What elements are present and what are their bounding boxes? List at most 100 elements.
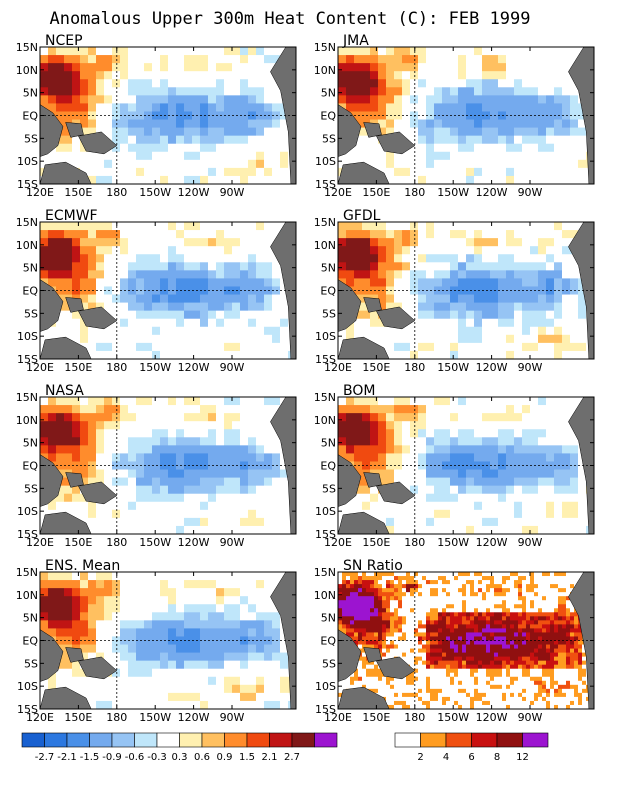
cell xyxy=(248,477,257,487)
cell xyxy=(530,230,539,239)
cell xyxy=(200,604,209,613)
cell xyxy=(458,294,467,304)
cell xyxy=(434,326,443,336)
cell xyxy=(248,318,257,328)
cell xyxy=(128,421,137,430)
cell xyxy=(562,238,571,247)
cell xyxy=(426,485,435,495)
cell xyxy=(346,588,351,593)
cell xyxy=(430,592,435,597)
cell xyxy=(410,624,415,630)
cell xyxy=(458,632,463,638)
cell xyxy=(398,584,403,589)
cell xyxy=(264,175,273,184)
cell xyxy=(216,596,225,605)
cell xyxy=(422,592,427,597)
cell xyxy=(208,318,217,328)
cell xyxy=(466,143,475,153)
cell xyxy=(192,230,201,239)
cell xyxy=(450,151,459,161)
cell xyxy=(144,254,153,263)
cell xyxy=(442,628,447,634)
cell xyxy=(104,445,113,455)
cell xyxy=(390,700,395,706)
cell xyxy=(112,151,121,161)
cell xyxy=(224,318,233,328)
cell xyxy=(152,437,161,446)
y-tick-label: 15N xyxy=(314,216,336,229)
cell xyxy=(256,501,265,511)
cell xyxy=(446,672,451,678)
cell xyxy=(366,612,371,617)
cell xyxy=(498,485,507,495)
cell xyxy=(374,628,379,634)
cell xyxy=(48,580,57,589)
cell xyxy=(422,580,427,585)
cell xyxy=(390,648,395,654)
cell xyxy=(498,47,507,56)
cell xyxy=(514,167,523,177)
cell xyxy=(232,501,241,511)
x-tick-label: 150E xyxy=(362,186,390,199)
cell xyxy=(438,572,443,577)
cell xyxy=(216,692,225,702)
cell xyxy=(378,596,383,601)
cell xyxy=(554,310,563,320)
cell xyxy=(362,230,371,239)
cell xyxy=(458,517,467,527)
cell xyxy=(168,572,177,581)
x-tick-label: 150E xyxy=(64,186,92,199)
cell xyxy=(346,230,355,239)
cell xyxy=(458,525,467,534)
cell xyxy=(434,302,443,312)
cell xyxy=(386,294,395,304)
cell xyxy=(120,628,129,638)
cell xyxy=(570,254,579,263)
cell xyxy=(168,628,177,638)
cell xyxy=(104,119,113,129)
cell xyxy=(490,318,499,328)
cell xyxy=(354,612,359,617)
cell xyxy=(458,350,467,359)
cell xyxy=(104,517,113,527)
cell xyxy=(104,55,113,64)
cell xyxy=(104,103,113,113)
cell xyxy=(192,278,201,288)
cell xyxy=(454,688,459,694)
cell xyxy=(80,55,89,64)
cell xyxy=(200,676,209,686)
cell xyxy=(538,238,547,247)
cell xyxy=(240,230,249,239)
cell xyxy=(406,636,411,642)
cell xyxy=(120,143,129,153)
cell xyxy=(216,485,225,495)
cell xyxy=(386,71,395,80)
cell xyxy=(128,453,137,463)
cell xyxy=(402,63,411,72)
cell xyxy=(450,525,459,534)
cell xyxy=(354,676,359,682)
cell xyxy=(64,246,73,255)
cell xyxy=(366,604,371,609)
cell xyxy=(192,63,201,72)
cell xyxy=(514,230,523,239)
cell xyxy=(378,326,387,336)
cell xyxy=(434,151,443,161)
cell xyxy=(208,612,217,621)
cell xyxy=(168,660,177,670)
cell xyxy=(378,95,387,105)
cell xyxy=(490,525,499,534)
cell xyxy=(382,592,387,597)
cell xyxy=(538,55,547,64)
cell xyxy=(366,600,371,605)
cell xyxy=(96,334,105,344)
cell xyxy=(240,262,249,271)
cell xyxy=(514,127,523,137)
cell xyxy=(64,55,73,64)
cell xyxy=(442,580,447,585)
cell xyxy=(264,103,273,113)
cell xyxy=(208,525,217,534)
cell xyxy=(450,664,455,670)
cell xyxy=(80,684,89,694)
cell xyxy=(72,151,81,161)
